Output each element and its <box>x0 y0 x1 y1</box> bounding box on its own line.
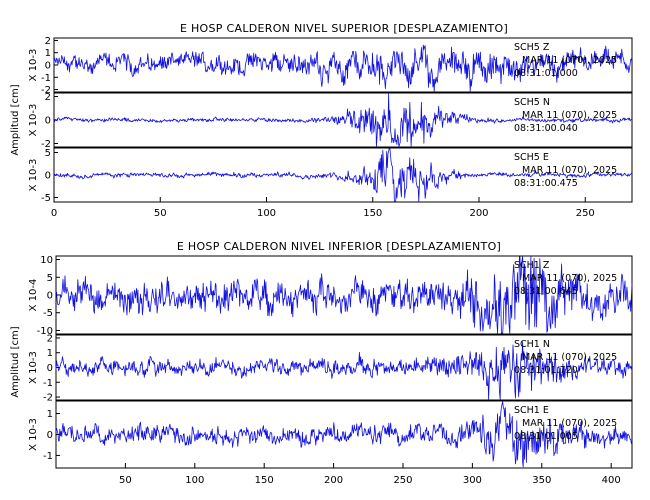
date-label: MAR 11 (070), 2025 <box>522 273 617 284</box>
upper-level-chart: E HOSP CALDERON NIVEL SUPERIOR [DESPLAZA… <box>10 22 633 219</box>
panel-SCH1-E: -1 0 1 X 10-3 SCH1 E MAR 11 (070), 2025 08:31:… <box>28 400 633 469</box>
amplitude-axis-label: Amplitud [cm] <box>10 84 21 155</box>
x-tick-label: 250 <box>393 475 412 486</box>
date-label: MAR 11 (070), 2025 <box>522 110 617 121</box>
lower-level-chart: E HOSP CALDERON NIVEL INFERIOR [DESPLAZA… <box>10 240 633 486</box>
waveform-trace <box>53 93 633 147</box>
y-tick-label: -5 <box>41 193 51 204</box>
scale-label: X 10-4 <box>28 279 39 312</box>
scale-label: X 10-3 <box>28 351 39 384</box>
y-tick-label: 10 <box>40 255 53 266</box>
station-component-label: SCH5 Z <box>514 42 550 53</box>
x-tick-label: 400 <box>602 475 621 486</box>
station-component-label: SCH1 Z <box>514 260 550 271</box>
y-tick-label: 5 <box>47 273 53 284</box>
y-tick-label: 1 <box>47 409 53 420</box>
amplitude-axis-label: Amplitud [cm] <box>10 326 21 397</box>
waveform-trace <box>55 401 633 468</box>
panel-SCH1-Z: -10 -5 0 5 10 X 10-4 SCH1 Z MAR 11 (070), 2025 0… <box>28 255 633 337</box>
y-tick-label: 1 <box>45 48 51 59</box>
y-tick-label: -1 <box>43 378 53 389</box>
scale-label: X 10-3 <box>28 49 39 82</box>
y-tick-label: 2 <box>45 92 51 103</box>
x-tick-label: 150 <box>255 475 274 486</box>
lower-chart-title: E HOSP CALDERON NIVEL INFERIOR [DESPLAZA… <box>177 240 501 253</box>
panel-SCH5-N: -2 0 2 X 10-3 SCH5 N MAR 11 (070), 2025 08:31:… <box>28 92 633 150</box>
x-tick-label: 200 <box>469 208 488 219</box>
y-tick-label: -2 <box>41 85 51 96</box>
station-component-label: SCH1 N <box>514 339 550 350</box>
scale-label: X 10-3 <box>28 104 39 137</box>
waveform-trace <box>53 44 633 92</box>
time-label: 08:31:01.005 <box>514 431 578 442</box>
x-tick-label: 50 <box>154 208 167 219</box>
date-label: MAR 11 (070), 2025 <box>522 418 617 429</box>
time-label: 08:31:00.645 <box>514 286 578 297</box>
time-label: 08:31:01.000 <box>514 68 578 79</box>
y-tick-label: 0 <box>47 430 53 441</box>
y-tick-label: -1 <box>41 73 51 84</box>
y-tick-label: 2 <box>47 333 53 344</box>
date-label: MAR 11 (070), 2025 <box>522 165 617 176</box>
x-tick-label: 100 <box>185 475 204 486</box>
station-component-label: SCH1 E <box>514 405 549 416</box>
y-tick-label: -2 <box>41 139 51 150</box>
panel-SCH5-Z: -2-10 12 X 10-3 SCH5 Z MAR 11 (070), 2025 08:… <box>28 36 633 96</box>
y-tick-label: 0 <box>45 116 51 127</box>
y-tick-label: -10 <box>37 326 53 337</box>
x-tick-label: 250 <box>576 208 595 219</box>
y-tick-label: -5 <box>43 308 53 319</box>
panel-SCH1-N: -2 -1 0 1 2 X 10-3 SCH1 N MAR 11 (070), 2025 08:… <box>28 333 633 404</box>
scale-label: X 10-3 <box>28 159 39 192</box>
y-tick-label: 0 <box>45 61 51 72</box>
y-tick-label: 2 <box>45 36 51 47</box>
date-label: MAR 11 (070), 2025 <box>522 352 617 363</box>
x-tick-label: 350 <box>532 475 551 486</box>
waveform-trace <box>55 256 633 334</box>
waveform-trace <box>53 148 633 202</box>
y-tick-label: 5 <box>45 148 51 159</box>
waveform-trace <box>55 341 633 400</box>
y-tick-label: -2 <box>43 393 53 404</box>
upper-chart-title: E HOSP CALDERON NIVEL SUPERIOR [DESPLAZA… <box>180 22 508 35</box>
y-tick-label: 0 <box>47 291 53 302</box>
scale-label: X 10-3 <box>28 418 39 451</box>
x-tick-label: 0 <box>51 208 57 219</box>
panel-SCH5-E: -5 0 5 X 10-3 SCH5 E MAR 11 (070), 2025 08:31:… <box>28 147 633 204</box>
x-tick-label: 50 <box>119 475 132 486</box>
x-tick-label: 100 <box>257 208 276 219</box>
x-tick-label: 200 <box>324 475 343 486</box>
y-tick-label: 0 <box>47 363 53 374</box>
x-tick-label: 300 <box>463 475 482 486</box>
station-component-label: SCH5 N <box>514 97 550 108</box>
time-label: 08:31:01.720 <box>514 365 578 376</box>
time-label: 08:31:00.040 <box>514 123 578 134</box>
station-component-label: SCH5 E <box>514 152 549 163</box>
date-label: MAR 11 (070), 2025 <box>522 55 617 66</box>
y-tick-label: -1 <box>43 451 53 462</box>
x-tick-label: 150 <box>363 208 382 219</box>
time-label: 08:31:00.475 <box>514 178 578 189</box>
y-tick-label: 1 <box>47 348 53 359</box>
y-tick-label: 0 <box>45 171 51 182</box>
